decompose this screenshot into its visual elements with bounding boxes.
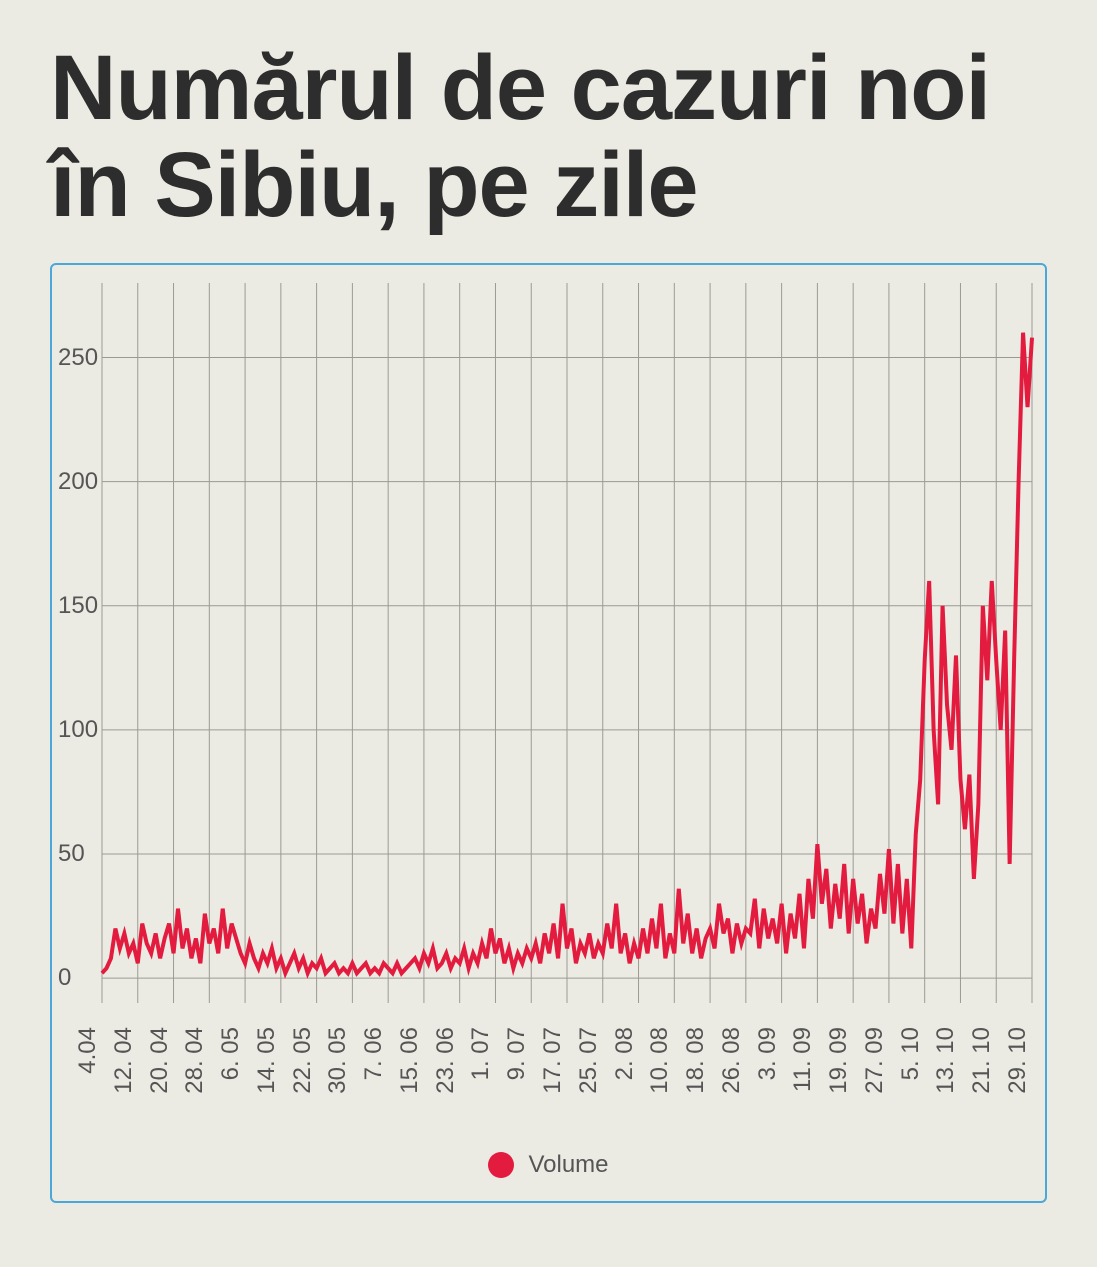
y-tick-label: 100 <box>58 716 98 744</box>
chart-container: Volume 0 50 100 150 200 250 4.04 12. 04 20. 0428… <box>50 263 1047 1203</box>
y-tick-label: 200 <box>58 468 98 496</box>
x-tick-label: 28. 04 <box>181 1027 209 1094</box>
x-tick-label: 5. 10 <box>897 1027 925 1080</box>
page: Numărul de cazuri noi în Sibiu, pe zile … <box>0 0 1097 1267</box>
x-tick-label: 11. 09 <box>789 1027 817 1092</box>
x-tick-label: 1. 07 <box>467 1027 495 1080</box>
y-tick-label: 250 <box>58 344 98 372</box>
legend-label: Volume <box>528 1151 608 1179</box>
y-tick-label: 50 <box>58 840 85 868</box>
x-tick-label: 25. 07 <box>575 1027 603 1094</box>
plot-area <box>102 283 1032 1003</box>
legend: Volume <box>52 1151 1045 1179</box>
x-tick-label: 10. 08 <box>646 1027 674 1094</box>
x-tick-label: 22. 05 <box>289 1027 317 1094</box>
x-tick-label: 27. 09 <box>861 1027 889 1094</box>
x-tick-label: 2. 08 <box>611 1027 639 1080</box>
x-tick-label: 3. 09 <box>754 1027 782 1080</box>
x-tick-label: 21. 10 <box>968 1027 996 1094</box>
chart-title: Numărul de cazuri noi în Sibiu, pe zile <box>50 40 1047 233</box>
x-tick-label: 23. 06 <box>432 1027 460 1094</box>
x-tick-label: 19. 09 <box>825 1027 853 1094</box>
x-tick-label: 9. 07 <box>503 1027 531 1080</box>
x-tick-label: 30. 05 <box>324 1027 352 1094</box>
x-tick-label: 7. 06 <box>360 1027 388 1080</box>
y-tick-label: 0 <box>58 964 71 992</box>
x-tick-label: 4.04 <box>74 1027 102 1074</box>
x-tick-label: 13. 10 <box>932 1027 960 1094</box>
x-tick-label: 6. 05 <box>217 1027 245 1080</box>
x-tick-label: 20. 04 <box>146 1027 174 1094</box>
x-tick-label: 14. 05 <box>253 1027 281 1094</box>
legend-dot-icon <box>488 1152 514 1178</box>
y-tick-label: 150 <box>58 592 98 620</box>
series-line <box>102 283 1032 1003</box>
x-tick-label: 17. 07 <box>539 1027 567 1094</box>
x-tick-label: 15. 06 <box>396 1027 424 1094</box>
x-tick-label: 12. 04 <box>110 1027 138 1094</box>
x-tick-label: 18. 08 <box>682 1027 710 1094</box>
x-tick-label: 29. 10 <box>1004 1027 1032 1094</box>
x-tick-label: 26. 08 <box>718 1027 746 1094</box>
